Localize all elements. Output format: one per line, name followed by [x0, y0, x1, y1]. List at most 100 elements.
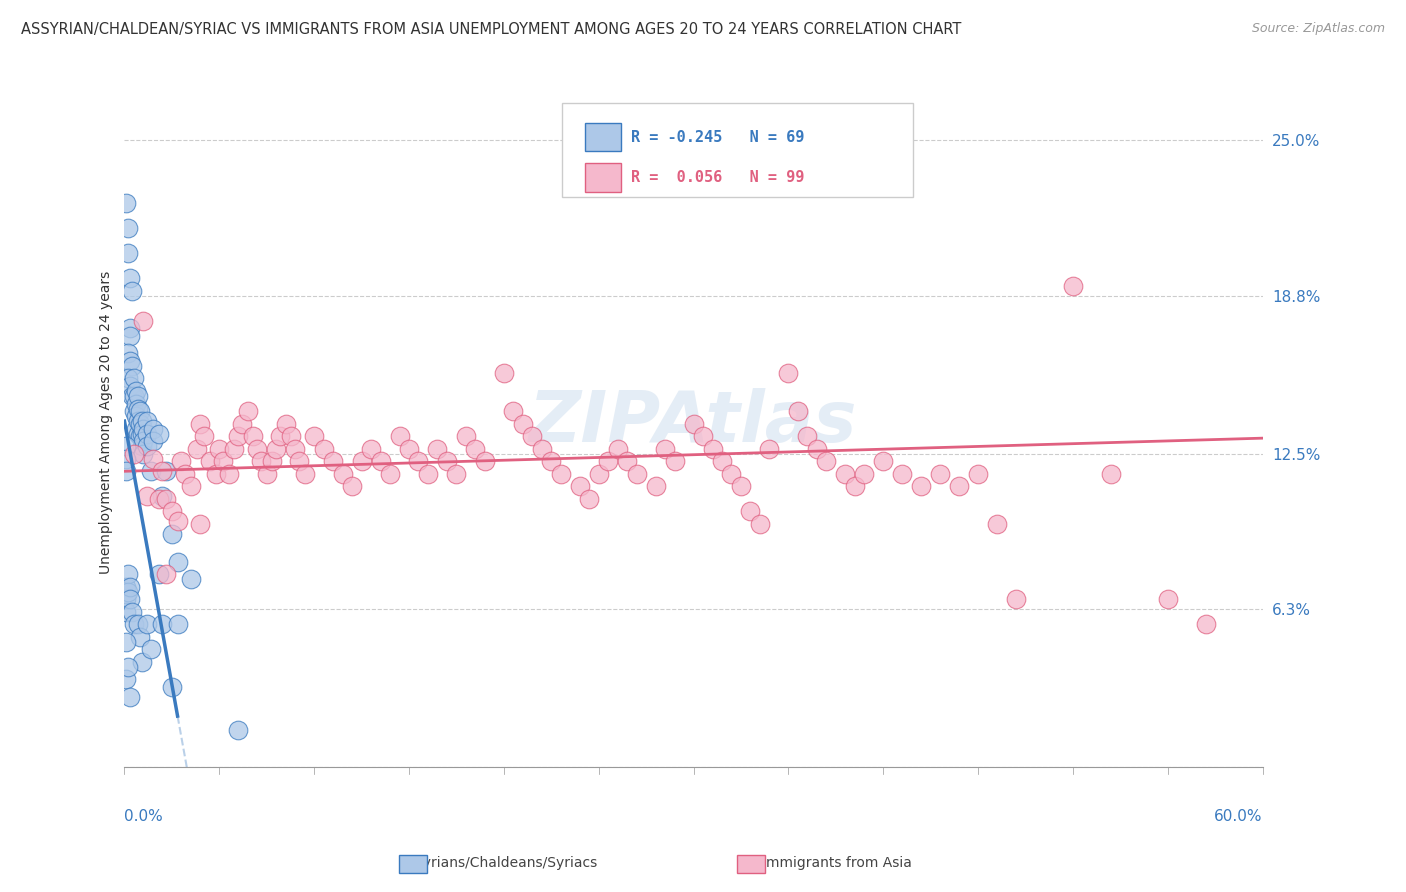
- Point: [131, 655, 153, 669]
- Point: [302, 429, 325, 443]
- Point: [120, 271, 142, 285]
- Point: [378, 467, 401, 481]
- Point: [127, 414, 149, 428]
- Point: [125, 422, 148, 436]
- Point: [136, 617, 159, 632]
- Point: [474, 454, 496, 468]
- Point: [236, 404, 259, 418]
- Point: [1062, 278, 1084, 293]
- Point: [136, 414, 159, 428]
- Point: [208, 442, 231, 456]
- Point: [492, 367, 515, 381]
- Point: [148, 491, 170, 506]
- Point: [322, 454, 344, 468]
- Point: [117, 346, 139, 360]
- Point: [644, 479, 666, 493]
- Point: [121, 389, 143, 403]
- Point: [180, 479, 202, 493]
- Point: [256, 467, 278, 481]
- Point: [122, 389, 145, 403]
- Point: [204, 467, 226, 481]
- Point: [127, 617, 149, 632]
- Point: [231, 417, 253, 431]
- Point: [120, 321, 142, 335]
- Point: [464, 442, 486, 456]
- Point: [226, 429, 249, 443]
- Text: Source: ZipAtlas.com: Source: ZipAtlas.com: [1251, 22, 1385, 36]
- Point: [454, 429, 477, 443]
- Point: [166, 555, 188, 569]
- Point: [148, 426, 170, 441]
- Point: [616, 454, 638, 468]
- Text: ASSYRIAN/CHALDEAN/SYRIAC VS IMMIGRANTS FROM ASIA UNEMPLOYMENT AMONG AGES 20 TO 2: ASSYRIAN/CHALDEAN/SYRIAC VS IMMIGRANTS F…: [21, 22, 962, 37]
- Point: [967, 467, 990, 481]
- Point: [540, 454, 562, 468]
- Point: [193, 429, 215, 443]
- Point: [120, 580, 142, 594]
- Point: [288, 454, 311, 468]
- Point: [131, 426, 153, 441]
- Point: [530, 442, 553, 456]
- Point: [115, 195, 138, 210]
- Point: [568, 479, 591, 493]
- Point: [115, 464, 138, 478]
- Point: [188, 516, 211, 531]
- Point: [274, 417, 297, 431]
- Point: [125, 409, 148, 423]
- Point: [166, 617, 188, 632]
- Point: [115, 605, 138, 619]
- Text: ZIPAtlas: ZIPAtlas: [529, 388, 858, 457]
- Point: [340, 479, 363, 493]
- Point: [115, 439, 138, 453]
- Point: [117, 246, 139, 260]
- Point: [664, 454, 686, 468]
- Point: [711, 454, 734, 468]
- Point: [522, 429, 544, 443]
- Point: [120, 379, 142, 393]
- Point: [436, 454, 458, 468]
- Point: [115, 580, 138, 594]
- Point: [127, 389, 149, 403]
- Point: [446, 467, 468, 481]
- Point: [132, 314, 155, 328]
- Point: [115, 673, 138, 687]
- Point: [1195, 617, 1218, 632]
- Text: 0.0%: 0.0%: [125, 809, 163, 823]
- Y-axis label: Unemployment Among Ages 20 to 24 years: Unemployment Among Ages 20 to 24 years: [100, 271, 114, 574]
- Point: [740, 504, 762, 518]
- Point: [120, 328, 142, 343]
- Point: [588, 467, 610, 481]
- Point: [284, 442, 307, 456]
- Point: [778, 367, 800, 381]
- Point: [796, 429, 818, 443]
- Point: [682, 417, 704, 431]
- Point: [136, 489, 159, 503]
- Point: [139, 464, 162, 478]
- Point: [117, 660, 139, 674]
- Point: [948, 479, 970, 493]
- Point: [786, 404, 808, 418]
- Point: [131, 439, 153, 453]
- Point: [128, 429, 150, 443]
- Point: [142, 422, 165, 436]
- Point: [426, 442, 449, 456]
- Point: [198, 454, 221, 468]
- Point: [120, 592, 142, 607]
- Point: [155, 567, 177, 582]
- Point: [226, 723, 249, 737]
- Point: [929, 467, 952, 481]
- Point: [578, 491, 600, 506]
- Point: [598, 454, 620, 468]
- Point: [264, 442, 287, 456]
- Point: [815, 454, 838, 468]
- Point: [332, 467, 354, 481]
- Point: [242, 429, 264, 443]
- Point: [730, 479, 752, 493]
- Point: [117, 221, 139, 235]
- Point: [142, 434, 165, 449]
- Point: [131, 414, 153, 428]
- Point: [262, 454, 284, 468]
- Point: [122, 447, 145, 461]
- Point: [350, 454, 373, 468]
- Text: R =  0.056   N = 99: R = 0.056 N = 99: [631, 170, 804, 185]
